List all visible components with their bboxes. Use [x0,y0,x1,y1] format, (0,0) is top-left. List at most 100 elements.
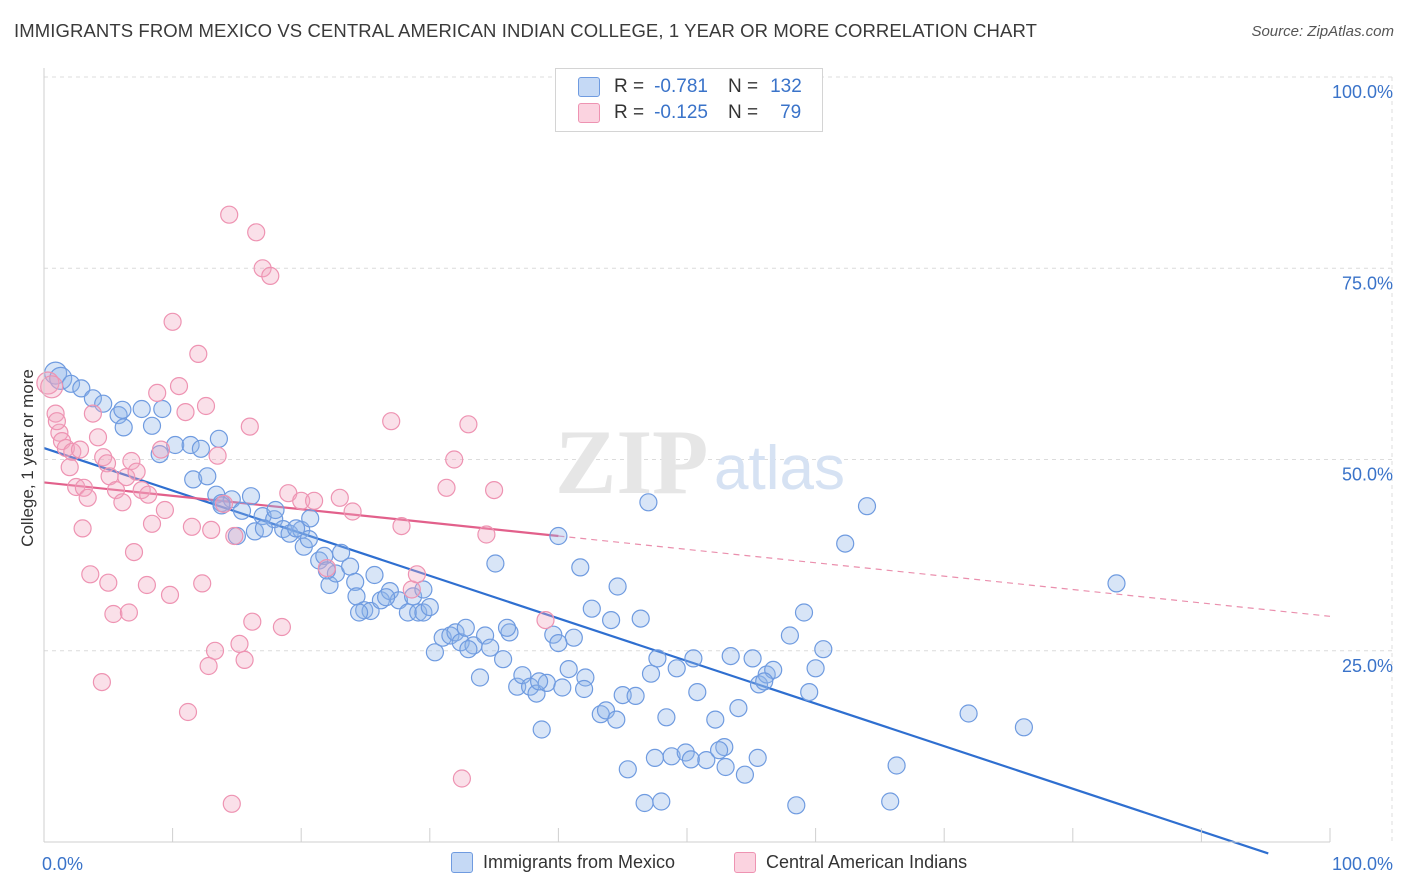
legend-item-mexico[interactable]: Immigrants from Mexico [451,852,675,873]
point-mexico [1014,718,1034,737]
point-central-american [202,520,221,540]
point-central-american [155,500,174,520]
stats-legend: R = -0.781 N = 132 R = -0.125 N = 79 [555,68,823,132]
point-central-american [113,493,132,512]
point-central-american [452,769,471,788]
point-mexico [608,577,627,596]
y-tick-label: 75.0% [1342,273,1393,293]
r-label: R = [614,102,645,123]
point-central-american [235,650,254,670]
point-mexico [836,534,855,553]
point-central-american [46,404,65,423]
x-tick-label: 0.0% [42,854,83,874]
point-central-american [253,259,272,278]
legend-label: Immigrants from Mexico [483,852,676,872]
point-mexico [688,682,707,702]
point-mexico [800,682,819,702]
point-central-american [151,440,171,459]
point-mexico [274,519,293,539]
point-central-american [261,266,280,285]
point-central-american [205,641,225,660]
point-mexico [209,429,228,448]
point-mexico [743,649,762,668]
point-mexico [576,668,595,687]
point-central-american [40,375,64,399]
point-central-american [225,526,244,546]
point-mexico [425,643,444,662]
point-mexico [470,668,490,687]
x-tick-label: 100.0% [1332,854,1393,874]
point-mexico [780,626,800,645]
point-central-american [220,205,239,224]
point-central-american [169,377,189,396]
point-central-american [536,610,555,630]
point-mexico [254,519,273,538]
point-mexico [377,588,396,607]
point-mexico [232,501,252,520]
point-central-american [240,417,259,436]
point-mexico [787,796,806,815]
point-mexico [601,610,621,630]
point-central-american [247,223,266,242]
legend-item-central-american[interactable]: Central American Indians [734,852,967,873]
point-mexico [681,750,701,769]
point-mexico [1107,574,1126,593]
point-mexico [420,597,439,617]
point-mexico [241,487,261,506]
point-mexico [652,792,671,811]
point-mexico [716,757,735,777]
legend-label: Central American Indians [766,852,968,872]
trend-line-mexico [43,446,1269,855]
point-central-american [196,396,216,416]
point-mexico [459,640,478,659]
point-central-american [330,488,349,507]
point-mexico [481,638,500,657]
point-central-american [92,672,112,692]
axes: 100.0% 75.0% 50.0% 25.0% 0.0% 100.0% [42,68,1393,874]
point-central-american [459,415,478,434]
point-mexico [715,737,734,757]
point-mexico [631,609,650,628]
point-mexico [166,435,185,455]
point-mexico [697,750,716,770]
point-mexico [607,710,626,729]
point-central-american [67,477,86,497]
point-mexico [332,543,351,562]
point-central-american [104,604,123,624]
point-central-american [402,580,421,599]
r-value: -0.781 [654,76,708,97]
point-central-american [230,634,249,654]
point-central-american [343,502,362,521]
point-central-american [208,446,227,465]
point-mexico [494,650,513,669]
point-mexico [529,672,549,691]
source-label: Source: ZipAtlas.com [1251,23,1394,40]
point-central-american [317,558,336,578]
point-central-american [272,617,291,637]
point-central-american [392,516,411,536]
y-tick-label: 25.0% [1342,656,1393,676]
point-mexico [446,623,465,642]
point-mexico [191,439,210,458]
point-mexico [113,400,132,419]
point-mexico [299,529,318,549]
point-mexico [574,679,594,699]
point-mexico [184,470,203,489]
point-central-american [189,344,208,363]
point-mexico [645,748,665,768]
point-central-american [182,517,201,536]
point-mexico [635,793,654,813]
point-central-american [124,542,144,562]
mexico-swatch [578,77,600,97]
point-central-american [222,794,241,813]
point-central-american [214,494,234,513]
point-central-american [382,412,401,431]
point-mexico [72,379,91,398]
point-mexico [613,685,632,705]
point-central-american [119,603,138,622]
point-mexico [441,626,460,645]
n-value: 132 [770,76,802,97]
point-mexico [582,599,601,618]
point-mexico [266,500,285,520]
